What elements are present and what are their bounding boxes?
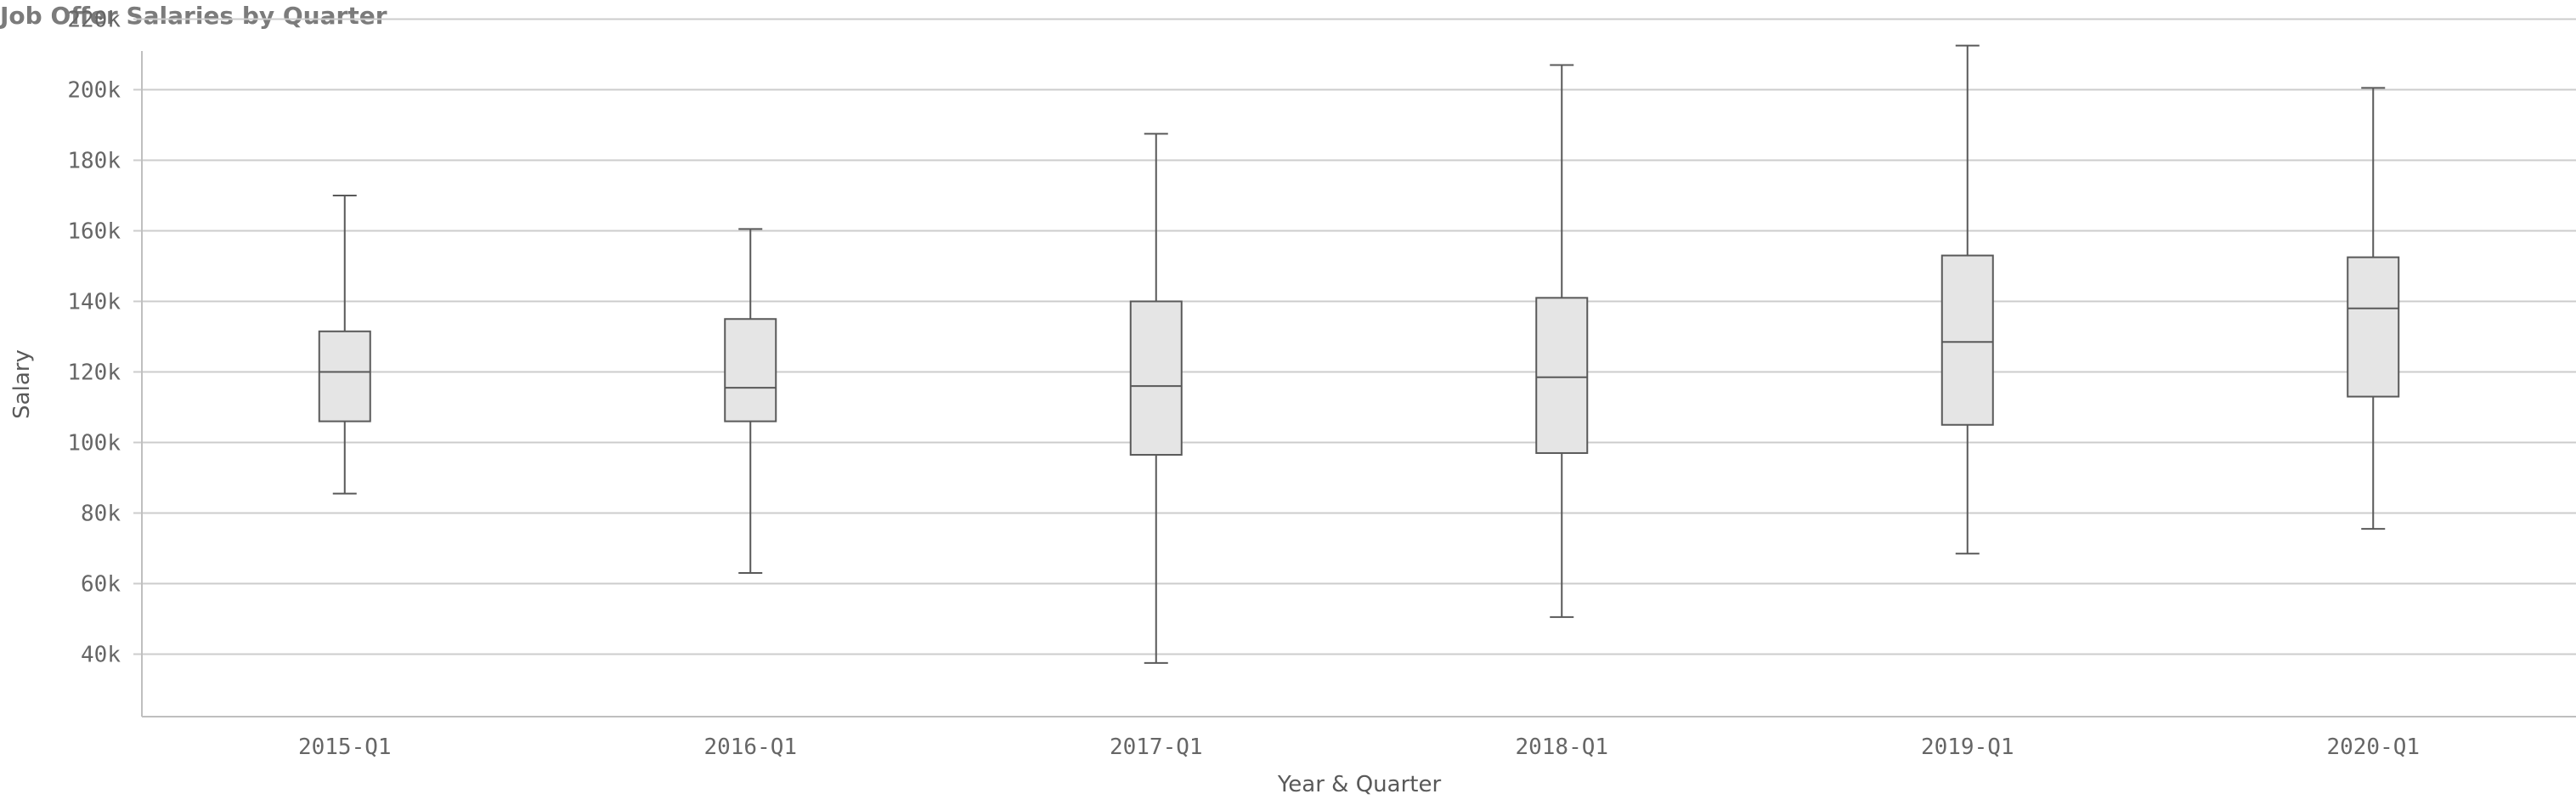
iqr-box (724, 318, 777, 423)
y-tick-label: 80k (81, 502, 121, 527)
x-tick-labels: 2015-Q1 2016-Q1 2017-Q1 2018-Q1 2019-Q1 2020-… (298, 734, 2420, 760)
x-tick-label: 2020-Q1 (2326, 734, 2420, 760)
box-group (1535, 64, 1589, 618)
box-group (318, 195, 371, 495)
y-tick-label: 140k (67, 290, 121, 315)
x-tick-label: 2018-Q1 (1515, 734, 1608, 760)
boxes (318, 44, 2400, 664)
y-tick-label: 180k (67, 149, 121, 174)
x-tick-label: 2019-Q1 (1921, 734, 2014, 760)
y-tick-label: 120k (67, 360, 121, 386)
x-tick-label: 2016-Q1 (703, 734, 797, 760)
y-axis-title: Salary (9, 349, 35, 419)
y-tick-label: 200k (67, 78, 121, 104)
y-tick-label: 40k (81, 643, 121, 668)
box-group (1940, 44, 1994, 555)
iqr-box (318, 330, 371, 423)
axes (141, 51, 2576, 717)
chart-title: Job Offer Salaries by Quarter (0, 2, 387, 30)
y-tick-label: 100k (67, 431, 121, 457)
iqr-box (1535, 297, 1589, 454)
y-tick-label: 220k (67, 8, 121, 33)
box-group (1129, 133, 1183, 664)
iqr-box (1940, 254, 1994, 426)
x-axis-title: Year & Quarter (1277, 772, 1442, 797)
box-group (724, 228, 777, 575)
iqr-box (2347, 256, 2400, 398)
y-tick-label: 60k (81, 572, 121, 598)
x-tick-label: 2015-Q1 (298, 734, 392, 760)
box-group (2347, 87, 2400, 530)
x-tick-label: 2017-Q1 (1110, 734, 1203, 760)
gridlines (133, 18, 2576, 655)
y-tick-label: 160k (67, 219, 121, 245)
iqr-box (1129, 300, 1183, 457)
y-tick-labels: 40k 60k 80k 100k 120k 140k 160k 180k 200k 220k (67, 8, 121, 668)
